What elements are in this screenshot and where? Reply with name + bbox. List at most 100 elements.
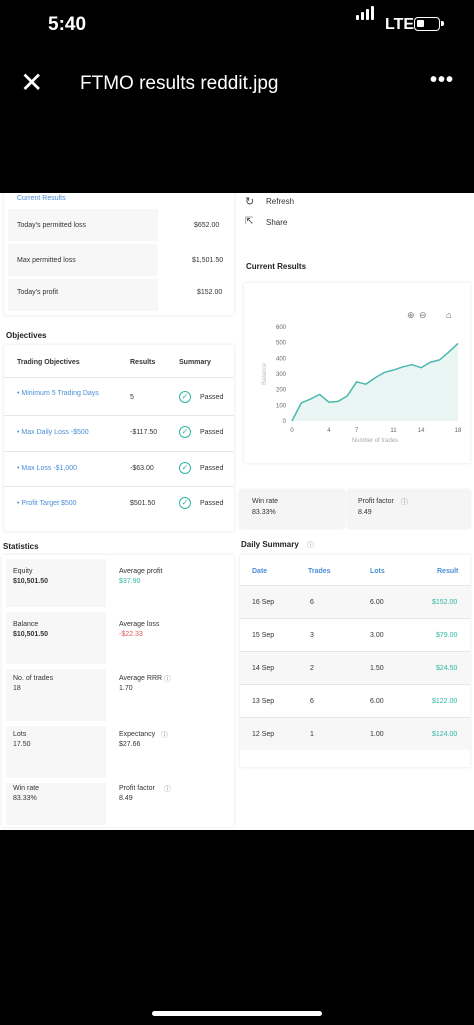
- y-tick-label: 100: [276, 403, 287, 409]
- daily-row-result: $152.00: [432, 599, 458, 606]
- daily-row-date: 14 Sep: [252, 665, 275, 672]
- info-icon[interactable]: ⓘ: [164, 786, 171, 793]
- stats-profit-factor-value: 8.49: [119, 795, 133, 802]
- y-axis-label: Balance: [262, 362, 268, 384]
- daily-row-date: 16 Sep: [252, 599, 275, 606]
- statistics-title: Statistics: [3, 542, 39, 551]
- clock: 5:40: [48, 14, 87, 35]
- average-profit-value: $37.90: [119, 578, 141, 585]
- expectancy-label: Expectancy: [119, 731, 156, 738]
- daily-row-lots: 1.00: [370, 731, 384, 738]
- x-tick-label: 0: [290, 428, 294, 434]
- refresh-icon[interactable]: ↻: [245, 196, 255, 208]
- balance-chart-card: ⊕ ⊖ ⌂ 0 100 200 300 400 500 600 0 4 7 11 14 18 Number…: [244, 283, 470, 463]
- num-trades-label: No. of trades: [13, 675, 54, 682]
- profit-factor-label: Profit factor: [358, 498, 394, 505]
- y-tick-label: 600: [276, 325, 287, 331]
- screenshot-image: Current Results Today's permitted loss $…: [0, 193, 474, 830]
- objective-profit-target-status: Passed: [200, 500, 224, 507]
- profit-factor-card: Profit factor ⓘ 8.49: [348, 490, 470, 528]
- daily-row-lots: 1.50: [370, 665, 384, 672]
- stats-win-rate-value: 83.33%: [13, 795, 37, 802]
- average-profit-label: Average profit: [119, 568, 163, 575]
- zoom-in-icon[interactable]: ⊕: [407, 310, 415, 320]
- balance-value: $10,501.50: [13, 631, 49, 638]
- profit-factor-value: 8.49: [358, 509, 372, 516]
- info-icon[interactable]: ⓘ: [161, 732, 168, 739]
- status-bar: 5:40 LTE: [0, 0, 474, 55]
- average-rrr-value: 1.70: [119, 685, 133, 692]
- close-icon[interactable]: ✕: [20, 67, 44, 98]
- home-indicator[interactable]: [152, 1011, 322, 1016]
- info-icon[interactable]: ⓘ: [307, 542, 314, 549]
- daily-row-lots: 3.00: [370, 632, 384, 639]
- win-rate-label: Win rate: [252, 498, 279, 505]
- stats-win-rate-label: Win rate: [13, 785, 40, 792]
- objectives-title: Objectives: [6, 331, 47, 340]
- objectives-table: Trading Objectives Results Summary • Min…: [4, 345, 234, 531]
- zoom-out-icon[interactable]: ⊖: [419, 310, 427, 320]
- objective-daily-loss-status: Passed: [200, 429, 224, 436]
- x-axis-label: Number of trades: [352, 438, 398, 444]
- permitted-loss-value: $652.00: [194, 222, 220, 229]
- refresh-button[interactable]: Refresh: [266, 197, 295, 206]
- average-rrr-label: Average RRR: [119, 675, 163, 682]
- daily-row-trades: 1: [310, 731, 314, 738]
- x-tick-label: 4: [327, 428, 331, 434]
- image-title: FTMO results reddit.jpg: [80, 73, 279, 94]
- viewer-header: ✕ FTMO results reddit.jpg •••: [0, 55, 474, 115]
- objective-daily-loss: • Max Daily Loss -$500: [17, 429, 89, 436]
- daily-row-trades: 6: [310, 599, 314, 606]
- equity-label: Equity: [13, 568, 33, 575]
- objectives-header-results: Results: [130, 359, 156, 366]
- share-button[interactable]: Share: [266, 218, 288, 227]
- objectives-header-objective: Trading Objectives: [17, 359, 80, 366]
- daily-header-trades: Trades: [308, 568, 331, 575]
- balance-line-chart: 0 100 200 300 400 500 600 0 4 7 11 14 18 Number of tr…: [262, 325, 462, 444]
- objective-max-loss-result: -$63.00: [130, 465, 154, 472]
- more-options-icon[interactable]: •••: [430, 69, 455, 91]
- current-results-card: Current Results Today's permitted loss $…: [4, 193, 234, 315]
- win-rate-card: Win rate 83.33%: [240, 490, 344, 528]
- daily-header-result: Result: [437, 568, 459, 575]
- objective-profit-target-result: $501.50: [130, 500, 156, 507]
- objective-min-days-status: Passed: [200, 394, 224, 401]
- battery-icon: [414, 17, 444, 31]
- stats-profit-factor-label: Profit factor: [119, 785, 155, 792]
- average-loss-label: Average loss: [119, 621, 160, 628]
- x-tick-label: 11: [390, 428, 397, 434]
- objective-profit-target: • Profit Target $500: [17, 500, 77, 507]
- max-permitted-loss-label: Max permitted loss: [17, 257, 76, 264]
- average-loss-value: -$22.33: [119, 631, 143, 638]
- daily-summary-table: Date Trades Lots Result 16 Sep 6 6.00 $1…: [240, 555, 470, 767]
- objective-daily-loss-result: -$117.50: [130, 429, 158, 436]
- daily-row-lots: 6.00: [370, 599, 384, 606]
- daily-summary-title: Daily Summary: [241, 540, 299, 549]
- home-icon[interactable]: ⌂: [446, 310, 452, 320]
- y-tick-label: 200: [276, 388, 287, 394]
- todays-profit-label: Today's profit: [17, 289, 59, 296]
- y-tick-label: 300: [276, 372, 287, 378]
- current-results-header: Current Results: [17, 195, 66, 202]
- info-icon[interactable]: ⓘ: [164, 676, 171, 683]
- daily-row-result: $124.00: [432, 731, 458, 738]
- lots-label: Lots: [13, 731, 27, 738]
- win-rate-value: 83.33%: [252, 509, 276, 516]
- objective-max-loss-status: Passed: [200, 465, 224, 472]
- daily-header-lots: Lots: [370, 568, 385, 575]
- x-tick-label: 18: [455, 428, 462, 434]
- check-icon: ✓: [179, 497, 191, 509]
- num-trades-value: 18: [13, 685, 21, 692]
- objective-min-days-result: 5: [130, 394, 134, 401]
- equity-value: $10,501.50: [13, 578, 49, 585]
- chart-area: [292, 343, 458, 421]
- check-icon: ✓: [179, 462, 191, 474]
- statistics-grid: Equity $10,501.50 Average profit $37.90 …: [2, 555, 234, 827]
- current-results-title: Current Results: [246, 262, 307, 271]
- info-icon[interactable]: ⓘ: [401, 499, 408, 506]
- expectancy-value: $27.66: [119, 741, 141, 748]
- chart-series-line: [291, 342, 459, 422]
- share-icon[interactable]: ⇱: [245, 216, 254, 227]
- todays-profit-value: $152.00: [197, 289, 223, 296]
- objective-min-days: • Minimum 5 Trading Days: [17, 390, 99, 397]
